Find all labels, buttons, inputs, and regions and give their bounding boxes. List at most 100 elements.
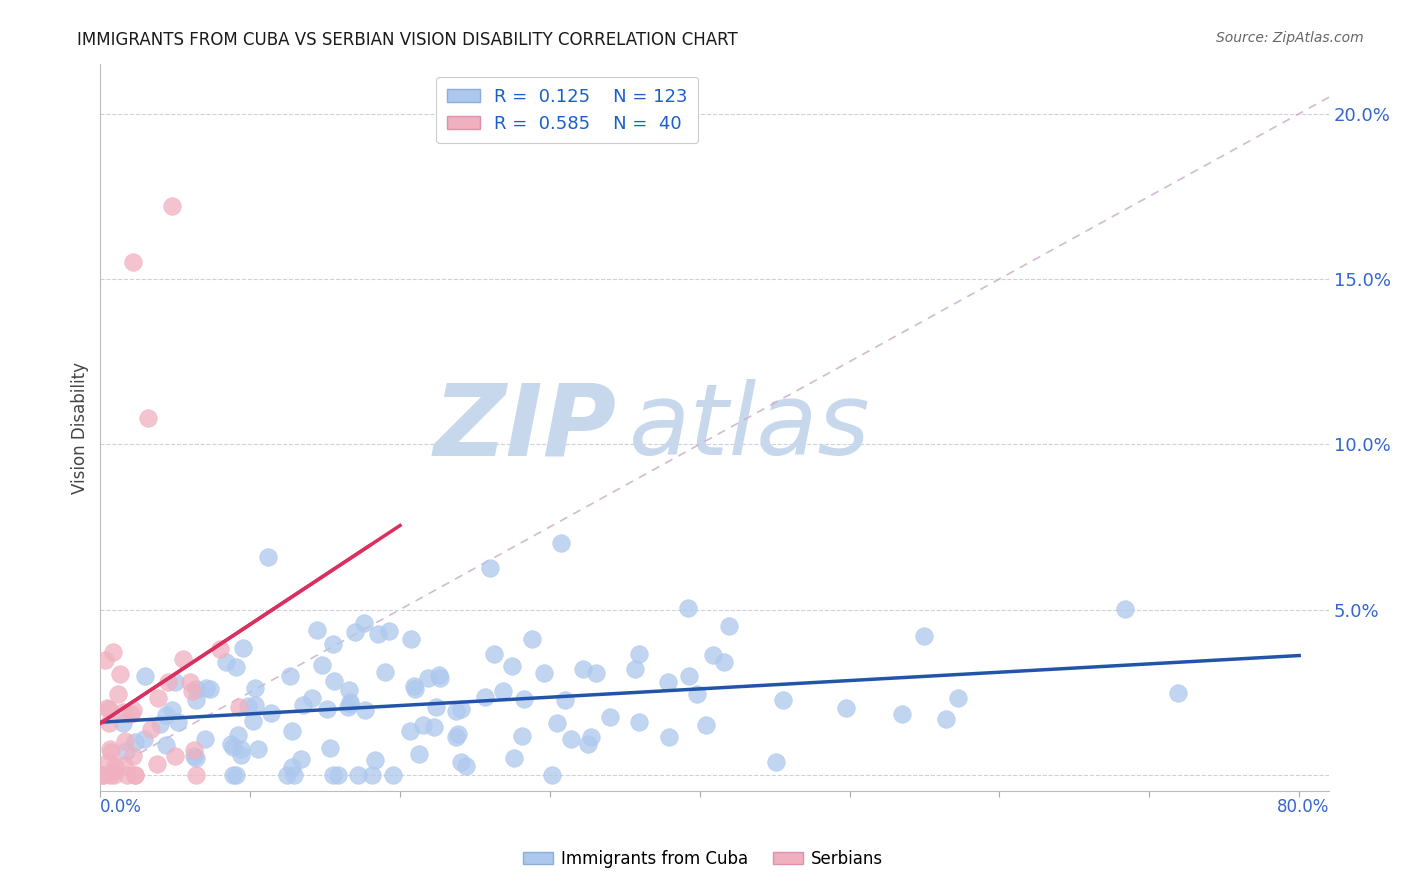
Point bbox=[112, 705, 135, 719]
Point bbox=[890, 706, 912, 721]
Legend: Immigrants from Cuba, Serbians: Immigrants from Cuba, Serbians bbox=[516, 844, 890, 875]
Point bbox=[541, 768, 564, 782]
Point bbox=[482, 647, 505, 661]
Point bbox=[281, 760, 304, 774]
Point bbox=[533, 666, 555, 681]
Point bbox=[98, 768, 121, 782]
Point bbox=[124, 768, 146, 782]
Point bbox=[280, 669, 302, 683]
Point bbox=[146, 757, 169, 772]
Point bbox=[155, 739, 177, 753]
Point bbox=[374, 665, 396, 679]
Point bbox=[292, 698, 315, 713]
Point bbox=[132, 732, 155, 747]
Point bbox=[418, 671, 440, 685]
Point bbox=[337, 682, 360, 697]
Point bbox=[136, 410, 159, 425]
Point bbox=[676, 600, 699, 615]
Point bbox=[194, 681, 217, 695]
Point bbox=[124, 735, 146, 749]
Point bbox=[623, 662, 645, 676]
Point bbox=[219, 737, 242, 751]
Point bbox=[444, 705, 467, 719]
Point bbox=[117, 768, 139, 782]
Point bbox=[520, 632, 543, 647]
Point bbox=[101, 645, 124, 659]
Text: ZIP: ZIP bbox=[433, 379, 616, 476]
Point bbox=[103, 768, 125, 782]
Point bbox=[361, 768, 384, 782]
Point bbox=[347, 768, 370, 782]
Point bbox=[678, 669, 700, 683]
Point bbox=[307, 624, 329, 638]
Point bbox=[423, 720, 446, 734]
Legend: R =  0.125    N = 123, R =  0.585    N =  40: R = 0.125 N = 123, R = 0.585 N = 40 bbox=[436, 77, 699, 144]
Point bbox=[215, 655, 238, 669]
Point bbox=[104, 759, 127, 773]
Point bbox=[513, 691, 536, 706]
Point bbox=[627, 647, 650, 661]
Point bbox=[503, 751, 526, 765]
Point bbox=[194, 732, 217, 747]
Point bbox=[560, 731, 582, 746]
Point bbox=[141, 723, 163, 737]
Point bbox=[98, 702, 121, 716]
Point bbox=[149, 716, 172, 731]
Point bbox=[162, 703, 184, 717]
Point bbox=[337, 699, 360, 714]
Point bbox=[1167, 686, 1189, 700]
Point bbox=[474, 690, 496, 704]
Point bbox=[236, 699, 259, 714]
Point bbox=[228, 699, 250, 714]
Y-axis label: Vision Disability: Vision Disability bbox=[72, 361, 89, 493]
Point bbox=[155, 707, 177, 722]
Point bbox=[339, 695, 361, 709]
Point bbox=[353, 615, 375, 630]
Point bbox=[702, 648, 724, 662]
Point bbox=[695, 718, 717, 732]
Point bbox=[835, 701, 858, 715]
Point bbox=[226, 728, 249, 742]
Point bbox=[163, 674, 186, 689]
Point bbox=[450, 702, 472, 716]
Point bbox=[319, 741, 342, 756]
Point bbox=[242, 714, 264, 728]
Point bbox=[229, 741, 252, 756]
Point bbox=[121, 703, 143, 717]
Point bbox=[243, 698, 266, 712]
Point bbox=[280, 724, 302, 739]
Point bbox=[343, 624, 366, 639]
Text: 80.0%: 80.0% bbox=[1277, 797, 1329, 815]
Point bbox=[243, 681, 266, 695]
Text: IMMIGRANTS FROM CUBA VS SERBIAN VISION DISABILITY CORRELATION CHART: IMMIGRANTS FROM CUBA VS SERBIAN VISION D… bbox=[77, 31, 738, 49]
Point bbox=[103, 764, 125, 779]
Point bbox=[1114, 602, 1136, 616]
Text: atlas: atlas bbox=[628, 379, 870, 476]
Point bbox=[157, 675, 180, 690]
Point bbox=[447, 726, 470, 740]
Point bbox=[658, 730, 681, 744]
Point bbox=[713, 655, 735, 669]
Point bbox=[97, 755, 120, 769]
Point bbox=[225, 659, 247, 673]
Point bbox=[222, 739, 245, 754]
Point bbox=[183, 749, 205, 764]
Point bbox=[364, 754, 387, 768]
Point bbox=[186, 768, 208, 782]
Point bbox=[339, 697, 361, 711]
Point bbox=[184, 681, 207, 696]
Point bbox=[935, 712, 957, 726]
Point bbox=[301, 690, 323, 705]
Point bbox=[404, 679, 426, 693]
Point bbox=[148, 690, 170, 705]
Point bbox=[454, 759, 477, 773]
Point bbox=[585, 666, 607, 681]
Point bbox=[260, 706, 283, 720]
Point bbox=[134, 668, 156, 682]
Point bbox=[115, 744, 138, 758]
Text: 0.0%: 0.0% bbox=[100, 797, 142, 815]
Point bbox=[180, 684, 202, 698]
Point bbox=[231, 748, 253, 763]
Point bbox=[96, 700, 118, 714]
Point bbox=[172, 652, 194, 666]
